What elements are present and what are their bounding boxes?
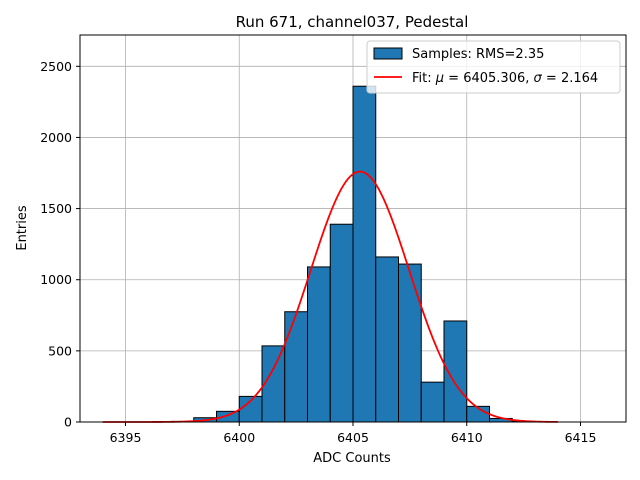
legend-samples-label: Samples: RMS=2.35 xyxy=(412,47,544,62)
legend-fit-mu-symbol: μ xyxy=(435,71,444,86)
x-axis-title: ADC Counts xyxy=(313,451,391,466)
legend: Samples: RMS=2.35 Fit: μ = 6405.306, σ =… xyxy=(366,40,621,94)
legend-samples-swatch xyxy=(373,47,403,60)
legend-fit-prefix: Fit: xyxy=(412,71,436,86)
y-tick-label: 1500 xyxy=(40,201,72,216)
histogram-bar xyxy=(329,223,354,423)
legend-fit-label: Fit: μ = 6405.306, σ = 2.164 xyxy=(412,71,598,86)
y-tick-label: 2500 xyxy=(40,59,72,74)
x-tick-label: 6410 xyxy=(451,430,483,445)
histogram-bar xyxy=(420,381,445,423)
histogram-bar xyxy=(352,85,377,423)
legend-fit-sigma-value: 2.164 xyxy=(561,71,598,86)
y-axis-title: Entries xyxy=(15,205,30,251)
x-tick-label: 6415 xyxy=(565,430,597,445)
y-tick-label: 2000 xyxy=(40,130,72,145)
chart-title: Run 671, channel037, Pedestal xyxy=(236,13,469,31)
x-tick-label: 6400 xyxy=(223,430,255,445)
histogram-bar xyxy=(398,263,422,423)
legend-box xyxy=(366,40,621,94)
x-axis-ticks: 6395 6400 6405 6410 6415 xyxy=(110,422,597,445)
legend-fit-sigma-eq: = xyxy=(542,71,561,86)
histogram-bar xyxy=(216,410,240,423)
y-tick-label: 1000 xyxy=(40,272,72,287)
legend-fit-mu-value: 6405.306 xyxy=(463,71,525,86)
x-tick-label: 6395 xyxy=(110,430,142,445)
legend-fit-sigma-symbol: σ xyxy=(534,71,543,86)
y-tick-label: 500 xyxy=(48,343,72,358)
y-axis-ticks: 0 500 1000 1500 2000 2500 xyxy=(40,59,80,430)
histogram-bar xyxy=(307,266,331,423)
x-tick-label: 6405 xyxy=(337,430,369,445)
histogram-bars xyxy=(170,85,536,423)
histogram-bar xyxy=(284,311,308,423)
legend-fit-mu-eq: = xyxy=(444,71,463,86)
legend-fit-sep: , xyxy=(525,71,533,86)
y-tick-label: 0 xyxy=(64,415,72,430)
histogram-bar xyxy=(375,256,399,423)
